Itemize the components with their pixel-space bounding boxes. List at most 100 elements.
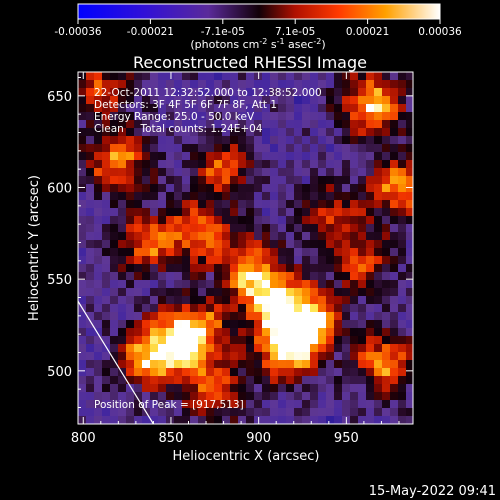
heatmap-cell [238, 200, 247, 209]
heatmap-cell [334, 152, 343, 161]
heatmap-cell [166, 408, 175, 417]
heatmap-cell [102, 80, 111, 89]
heatmap-cell [286, 80, 295, 89]
heatmap-cell [94, 104, 103, 113]
heatmap-cell [150, 352, 159, 361]
heatmap-cell [94, 400, 103, 409]
heatmap-cell [398, 208, 407, 217]
heatmap-cell [398, 120, 407, 129]
heatmap-cell [398, 392, 407, 401]
heatmap-cell [206, 200, 215, 209]
heatmap-cell [246, 376, 255, 385]
heatmap-cell [198, 208, 207, 217]
heatmap-cell [222, 104, 231, 113]
heatmap-cell [150, 288, 159, 297]
heatmap-cell [126, 336, 135, 345]
heatmap-cell [262, 328, 271, 337]
heatmap-cell [254, 96, 263, 105]
heatmap-cell [406, 280, 413, 289]
heatmap-cell [374, 400, 383, 409]
heatmap-cell [334, 232, 343, 241]
heatmap-cell [230, 336, 239, 345]
heatmap-cell [270, 408, 279, 417]
heatmap-cell [198, 312, 207, 321]
heatmap-cell [342, 296, 351, 305]
heatmap-cell [182, 184, 191, 193]
heatmap-cell [286, 192, 295, 201]
heatmap-cell [246, 296, 255, 305]
heatmap-cell [286, 208, 295, 217]
heatmap-cell [78, 416, 87, 424]
heatmap-cell [238, 88, 247, 97]
heatmap-cell [158, 240, 167, 249]
heatmap-cell [78, 208, 87, 217]
heatmap-cell [270, 80, 279, 89]
heatmap-cell [382, 368, 391, 377]
heatmap-cell [134, 72, 143, 81]
heatmap-cell [206, 384, 215, 393]
heatmap-cell [174, 264, 183, 273]
heatmap-cell [214, 280, 223, 289]
heatmap-cell [110, 360, 119, 369]
x-tick-label: 950 [334, 431, 359, 446]
heatmap-cell [406, 240, 413, 249]
heatmap-cell [198, 288, 207, 297]
heatmap-cell [278, 112, 287, 121]
heatmap-cell [158, 168, 167, 177]
heatmap-cell [190, 264, 199, 273]
heatmap-cell [158, 80, 167, 89]
heatmap-cell [334, 144, 343, 153]
heatmap-cell [262, 200, 271, 209]
heatmap-cell [398, 416, 407, 424]
heatmap-cell [166, 360, 175, 369]
heatmap-cell [86, 416, 95, 424]
heatmap-cell [382, 184, 391, 193]
heatmap-cell [142, 344, 151, 353]
heatmap-cell [318, 376, 327, 385]
colorbar-tick-label: 0.00036 [418, 26, 462, 38]
heatmap-cell [270, 392, 279, 401]
heatmap-cell [238, 176, 247, 185]
heatmap-cell [222, 144, 231, 153]
heatmap-cell [310, 264, 319, 273]
heatmap-cell [390, 248, 399, 257]
heatmap-cell [182, 128, 191, 137]
heatmap-cell [214, 408, 223, 417]
heatmap-cell [286, 320, 295, 329]
heatmap-cell [94, 344, 103, 353]
heatmap-cell [294, 344, 303, 353]
heatmap-cell [142, 80, 151, 89]
heatmap-cell [286, 416, 295, 424]
heatmap-cell [222, 320, 231, 329]
heatmap-cell [342, 376, 351, 385]
heatmap-cell [158, 280, 167, 289]
heatmap-cell [286, 216, 295, 225]
heatmap-cell [374, 152, 383, 161]
heatmap-cell [270, 184, 279, 193]
heatmap-cell [302, 200, 311, 209]
heatmap-cell [134, 176, 143, 185]
heatmap-cell [198, 416, 207, 424]
heatmap-cell [206, 296, 215, 305]
heatmap-cell [158, 416, 167, 424]
heatmap-cell [350, 104, 359, 113]
heatmap-cell [270, 296, 279, 305]
heatmap-cell [358, 408, 367, 417]
heatmap-cell [406, 344, 413, 353]
heatmap-cell [206, 264, 215, 273]
heatmap-cell [182, 88, 191, 97]
heatmap-cell [206, 88, 215, 97]
heatmap-cell [142, 128, 151, 137]
heatmap-cell [270, 360, 279, 369]
heatmap-cell [294, 336, 303, 345]
heatmap-cell [126, 120, 135, 129]
heatmap-cell [310, 224, 319, 233]
heatmap-cell [366, 136, 375, 145]
heatmap-cell [406, 192, 413, 201]
heatmap-cell [374, 368, 383, 377]
heatmap-cell [198, 304, 207, 313]
heatmap-cell [310, 232, 319, 241]
heatmap-cell [198, 360, 207, 369]
heatmap-cell [406, 232, 413, 241]
heatmap-cell [262, 104, 271, 113]
